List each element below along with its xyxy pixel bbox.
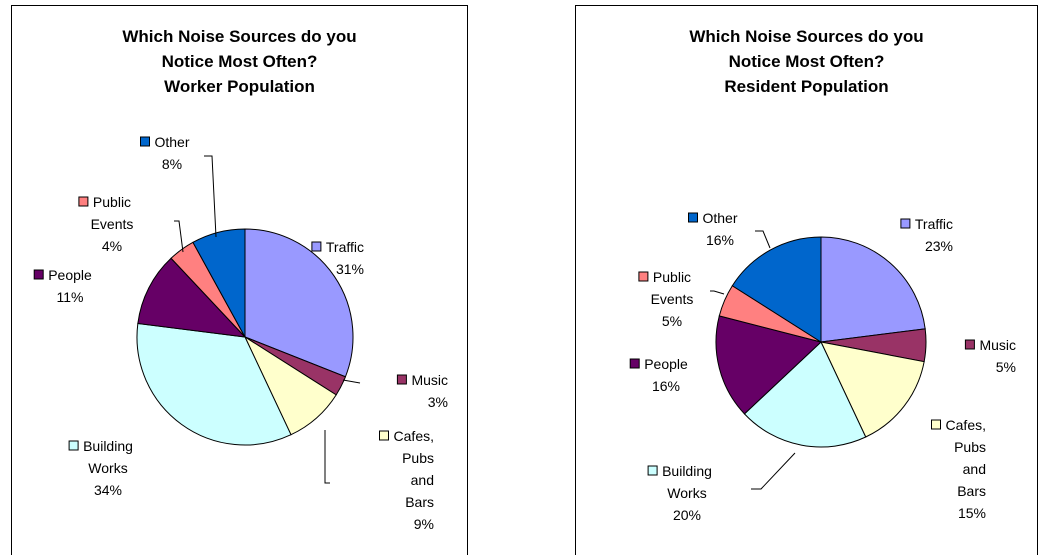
legend-key-swatch [647,465,658,476]
chart-title: Which Noise Sources do you Notice Most O… [12,24,467,99]
data-label-value: 9% [414,516,434,532]
data-label-value: 8% [162,156,182,172]
data-label-value: 20% [673,507,701,523]
data-label-text: Music [411,372,448,388]
data-label-text: Events [91,216,134,232]
leader-line [342,379,361,384]
legend-key-swatch [629,358,640,369]
leader-line [755,230,771,249]
legend-key-swatch [379,430,389,441]
data-label-building-works: Building Works 34% [68,438,133,498]
data-label-text: Traffic [326,239,364,255]
legend-key-swatch [78,196,89,207]
data-label-text: Events [651,291,694,307]
legend-key-swatch [900,218,911,229]
pie-slice-building-works [136,322,292,446]
leader-line [174,220,184,253]
pie-slice-building-works [743,341,867,448]
pie-slice-cafes-pubs-and-bars [820,341,925,438]
data-label-text: Public [653,269,691,285]
pie-slice-other [192,228,246,338]
data-label-music: Music 5% [964,337,1016,375]
chart-panel-worker: Which Noise Sources do you Notice Most O… [11,5,468,555]
legend-key-swatch [140,136,150,147]
chart-panel-resident: Which Noise Sources do you Notice Most O… [575,5,1038,555]
data-label-cafes-pubs-and-bars: Cafes, Pubs and Bars 9% [379,428,434,532]
data-label-value: 15% [958,505,986,521]
leader-line [204,155,217,238]
data-label-value: 31% [336,261,364,277]
pie-chart-resident: Traffic 23% Music 5% Cafes, Pubs and Bars 15% Bui… [629,210,1016,523]
data-label-text: Music [979,337,1016,353]
data-label-text: People [48,267,92,283]
legend-key-swatch [964,339,975,350]
pie-slice-people [715,315,823,415]
pie-slice-other [731,236,822,343]
data-label-text: Building [662,463,712,479]
pie-slice-traffic [820,236,926,343]
data-label-text: Pubs [402,450,434,466]
data-label-traffic: Traffic 23% [900,216,953,254]
data-label-public-events: Public Events 4% [78,194,134,254]
data-label-value: 23% [925,238,953,254]
data-label-other: Other 16% [688,210,738,248]
chart-title-line: Notice Most Often? [161,52,318,71]
data-label-text: Traffic [915,216,953,232]
data-label-people: People 16% [629,356,688,394]
chart-title-line: Worker Population [164,77,315,96]
data-label-value: 4% [102,238,122,254]
legend-key-swatch [396,374,407,385]
data-label-text: Public [93,194,131,210]
legend-key-swatch [931,419,941,430]
pie-chart-worker: Traffic 31% Music 3% Cafes, Pubs and Bars 9% Buil… [33,134,448,532]
legend-key-swatch [638,271,649,282]
data-label-text: Building [83,438,133,454]
leader-line [710,290,725,295]
chart-title-line: Which Noise Sources do you [689,27,924,46]
data-label-people: People 11% [33,267,92,305]
chart-title-line: Which Noise Sources do you [122,27,357,46]
data-label-value: 16% [706,232,734,248]
chart-title-line: Resident Population [724,77,889,96]
data-label-text: and [411,472,434,488]
data-label-text: Cafes, [946,417,986,433]
data-label-text: Works [88,460,127,476]
data-label-text: Bars [405,494,434,510]
leader-line [751,452,796,490]
data-label-text: People [644,356,688,372]
data-label-text: Other [702,210,737,226]
legend-key-swatch [311,241,322,252]
data-label-text: Bars [957,483,986,499]
data-label-music: Music 3% [396,372,448,410]
data-label-cafes-pubs-and-bars: Cafes, Pubs and Bars 15% [931,417,986,521]
pie-slice-people [137,257,247,338]
data-label-text: Works [667,485,706,501]
pie-slice-traffic [244,228,354,378]
data-label-text: Cafes, [394,428,434,444]
data-label-public-events: Public Events 5% [638,269,694,329]
data-label-text: Other [154,134,189,150]
data-label-value: 5% [662,313,682,329]
data-label-value: 5% [996,359,1016,375]
chart-title-line: Notice Most Often? [728,52,885,71]
data-label-text: and [963,461,986,477]
leader-line [324,430,330,484]
data-label-text: Pubs [954,439,986,455]
legend-key-swatch [33,269,44,280]
data-label-value: 34% [94,482,122,498]
data-label-value: 11% [57,289,84,305]
data-label-traffic: Traffic 31% [311,239,364,277]
data-label-other: Other 8% [140,134,190,172]
data-label-value: 3% [428,394,448,410]
data-label-building-works: Building Works 20% [647,463,712,523]
data-label-value: 16% [652,378,680,394]
legend-key-swatch [688,212,698,223]
legend-key-swatch [68,440,79,451]
chart-title: Which Noise Sources do you Notice Most O… [576,24,1037,99]
